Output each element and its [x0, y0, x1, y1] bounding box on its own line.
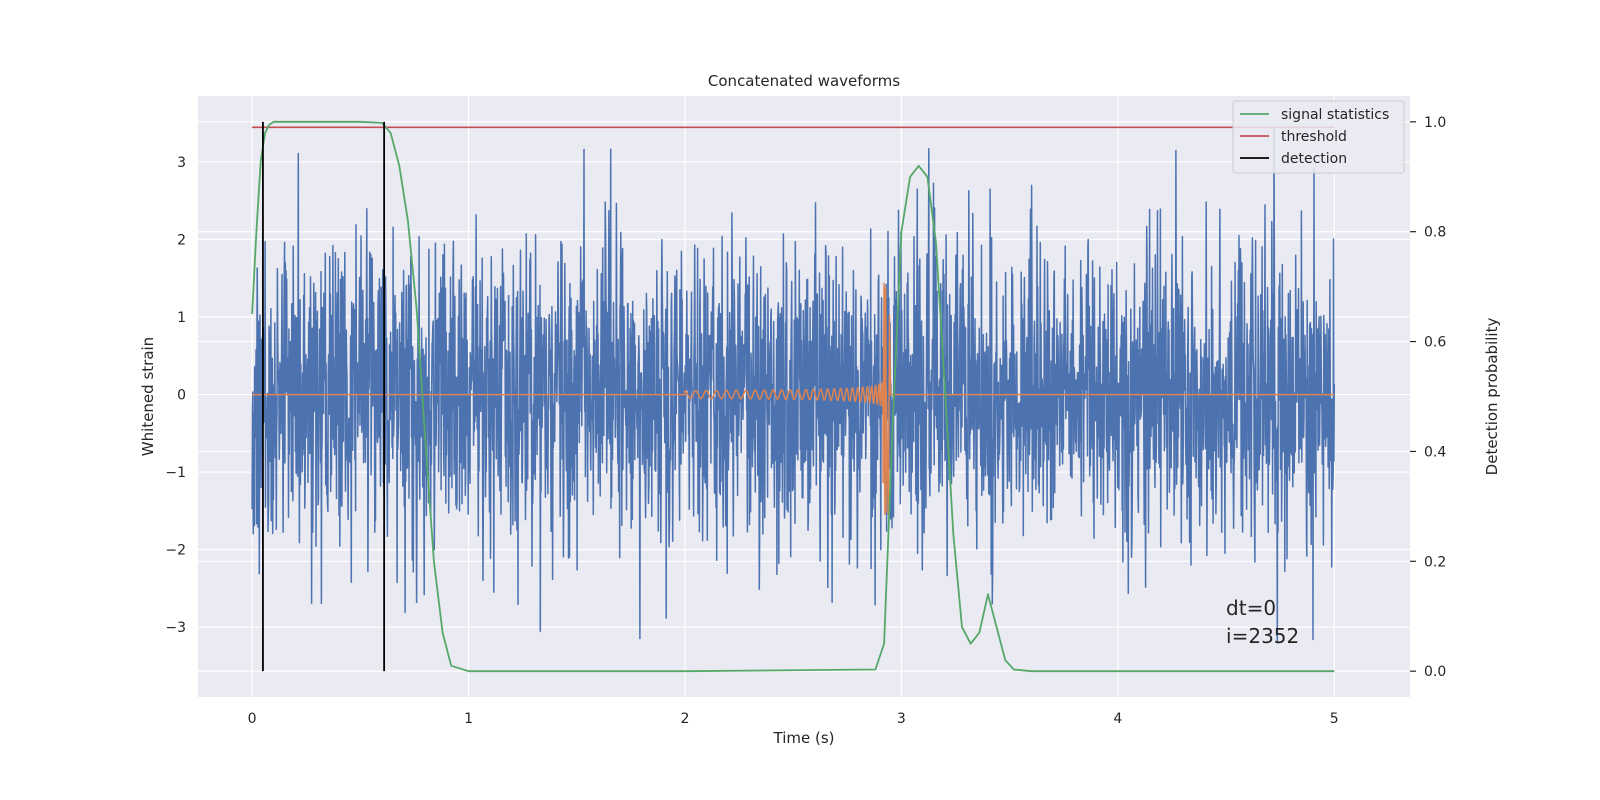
- x-tick-label: 1: [464, 711, 473, 727]
- legend-box: [1232, 100, 1405, 174]
- left-tick-label: −1: [165, 465, 186, 481]
- annotation-dt: dt=0: [1226, 596, 1276, 620]
- left-tick-label: 0: [177, 388, 186, 404]
- legend-label-signal-statistics: signal statistics: [1281, 107, 1389, 123]
- x-axis-ticks: 0 1 2 3 4 5: [248, 711, 1339, 727]
- left-axis-ticks: −3 −2 −1 0 1 2 3: [165, 155, 186, 636]
- waveform-series: [252, 282, 1335, 516]
- right-tick-label: 0.6: [1424, 335, 1446, 351]
- right-tick-label: 0.0: [1424, 664, 1446, 680]
- legend-label-detection: detection: [1281, 151, 1347, 167]
- left-tick-label: 3: [177, 155, 186, 171]
- legend: signal statistics threshold detection: [1232, 100, 1405, 174]
- right-tick-label: 0.2: [1424, 554, 1446, 570]
- x-tick-label: 3: [897, 711, 906, 727]
- right-axis-label: Detection probability: [1483, 318, 1501, 476]
- left-tick-label: −2: [165, 543, 186, 559]
- legend-label-threshold: threshold: [1281, 129, 1347, 145]
- right-tick-label: 1.0: [1424, 115, 1446, 131]
- right-tick-label: 0.4: [1424, 444, 1446, 460]
- x-tick-label: 4: [1113, 711, 1122, 727]
- chart-title: Concatenated waveforms: [708, 72, 900, 90]
- left-tick-label: −3: [165, 620, 186, 636]
- signal-statistics-line: [251, 120, 1335, 673]
- right-tick-label: 0.8: [1424, 225, 1446, 241]
- x-tick-label: 2: [681, 711, 690, 727]
- series-layer: [251, 120, 1336, 673]
- strain-series: [251, 126, 1336, 644]
- x-tick-label: 0: [248, 711, 257, 727]
- left-tick-label: 2: [177, 232, 186, 248]
- left-tick-label: 1: [177, 310, 186, 326]
- annotation-i: i=2352: [1226, 624, 1299, 648]
- annotation: dt=0 i=2352: [1226, 596, 1299, 648]
- x-axis-label: Time (s): [773, 729, 835, 747]
- left-axis-label: Whitened strain: [139, 337, 157, 456]
- right-axis-ticks: 0.0 0.2 0.4 0.6 0.8 1.0: [1410, 115, 1446, 680]
- x-tick-label: 5: [1330, 711, 1339, 727]
